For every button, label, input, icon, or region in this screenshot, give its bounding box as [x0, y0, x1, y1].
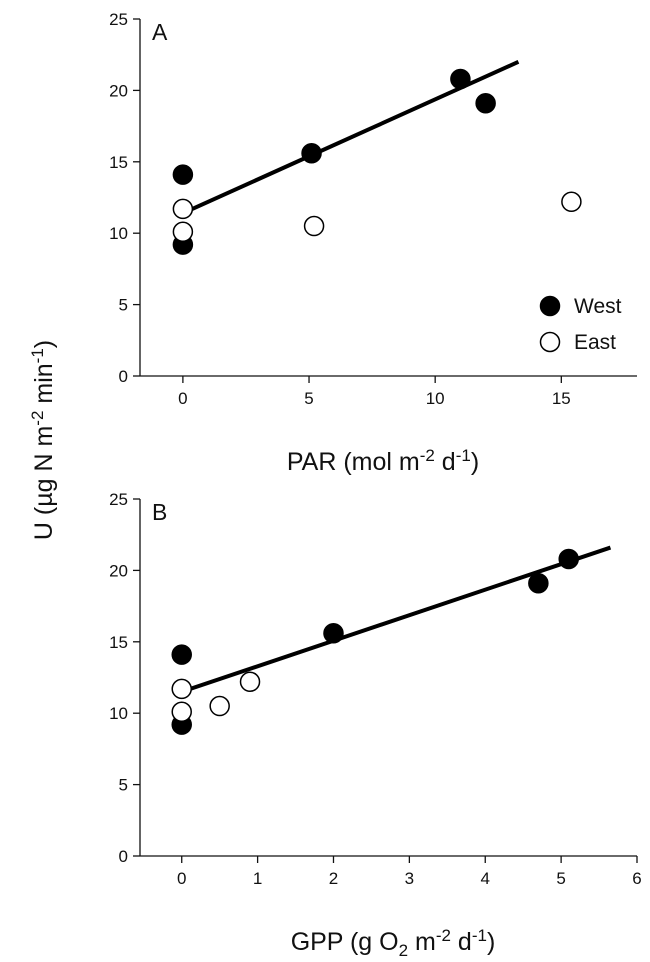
panel-b-x-axis-title: GPP (g O2 m-2 d-1)	[291, 926, 496, 960]
panel-a-y-tick-label: 20	[109, 81, 128, 100]
panel-b-y-tick-label: 5	[119, 776, 128, 795]
panel-b: 0 5 10 15 20 25 0 1 2 3 4 5 6 B	[109, 490, 642, 888]
y-axis-title-sup2: -1	[28, 348, 47, 363]
panel-b-x-tick-label: 4	[481, 869, 490, 888]
panel-b-x-tick-label: 3	[405, 869, 414, 888]
y-axis-title: U (µg N m-2 min-1)	[28, 340, 58, 540]
panel-a-xlabel-end: )	[471, 448, 479, 476]
panel-a-xlabel-sup2: -1	[456, 446, 471, 465]
panel-b-xlabel-sup2: -1	[472, 926, 487, 945]
panel-a-x-tick-label: 15	[552, 389, 571, 408]
panel-a-xlabel-mid: d	[435, 448, 456, 476]
panel-a-y-tick-label: 0	[119, 367, 128, 386]
panel-b-y-tick-label: 25	[109, 490, 128, 509]
panel-b-point-east	[239, 671, 261, 693]
panel-a-x-axis-title: PAR (mol m-2 d-1)	[287, 446, 479, 476]
y-axis-title-end: )	[30, 340, 58, 348]
y-axis-title-main: U (µg N m	[30, 426, 58, 540]
panel-b-point-east	[171, 701, 192, 723]
panel-b-y-tick-label: 15	[109, 633, 128, 652]
panel-a-point-east	[172, 221, 194, 243]
panel-b-x-tick-label: 6	[632, 869, 641, 888]
panel-a-y-tick-label: 5	[119, 296, 128, 315]
panel-a-y-tick-label: 15	[109, 153, 128, 172]
panel-b-regression-line	[181, 545, 612, 694]
panel-a: 0 5 10 15 20 25 0 5 10 15 A West East	[109, 10, 637, 408]
panel-b-y-tick-label: 0	[119, 847, 128, 866]
panel-b-x-tick-label: 2	[329, 869, 338, 888]
panel-b-point-east	[171, 678, 192, 700]
panel-a-point-west	[475, 93, 496, 114]
panel-a-xlabel-sup1: -2	[420, 446, 435, 465]
panel-a-y-tick-label: 10	[109, 224, 128, 243]
legend-label-east: East	[574, 331, 616, 354]
panel-a-y-tick-label: 25	[109, 10, 128, 29]
legend-marker-west	[539, 295, 561, 317]
panel-b-x-tick-label: 1	[253, 869, 262, 888]
panel-a-point-east	[303, 215, 325, 237]
y-axis-title-sup1: -2	[28, 411, 47, 426]
legend-marker-east	[539, 331, 561, 353]
panel-b-xlabel-sup1: -2	[436, 926, 451, 945]
panel-a-point-east	[172, 198, 194, 220]
panel-b-x-tick-label: 5	[556, 869, 565, 888]
panel-b-xlabel-end: )	[487, 928, 495, 956]
panel-b-point-east	[209, 695, 230, 717]
panel-a-point-east	[561, 191, 582, 213]
panel-b-xlabel-mid: m	[408, 928, 436, 956]
panel-b-xlabel-main: GPP (g O	[291, 928, 399, 956]
panel-b-point-west	[558, 548, 579, 570]
panel-b-xlabel-sub: 2	[399, 941, 408, 960]
panel-b-point-west	[171, 644, 192, 665]
panel-b-y-tick-label: 10	[109, 704, 128, 723]
panel-b-letter: B	[152, 499, 167, 525]
panel-a-point-west	[172, 164, 194, 185]
panel-a-xlabel-main: PAR (mol m	[287, 448, 420, 476]
panel-a-x-tick-label: 0	[178, 389, 187, 408]
panel-b-y-tick-label: 20	[109, 561, 128, 580]
legend-label-west: West	[574, 295, 622, 318]
panel-a-letter: A	[152, 19, 168, 45]
panel-b-xlabel-mid2: d	[451, 928, 472, 956]
y-axis-title-mid: min	[30, 363, 58, 410]
panel-a-point-west	[301, 142, 322, 164]
panel-b-point-west	[528, 573, 549, 594]
panel-a-x-tick-label: 10	[426, 389, 445, 408]
panel-a-x-tick-label: 5	[304, 389, 313, 408]
panel-b-x-tick-label: 0	[177, 869, 186, 888]
panel-a-point-west	[450, 68, 471, 90]
panel-b-point-west	[323, 622, 344, 644]
